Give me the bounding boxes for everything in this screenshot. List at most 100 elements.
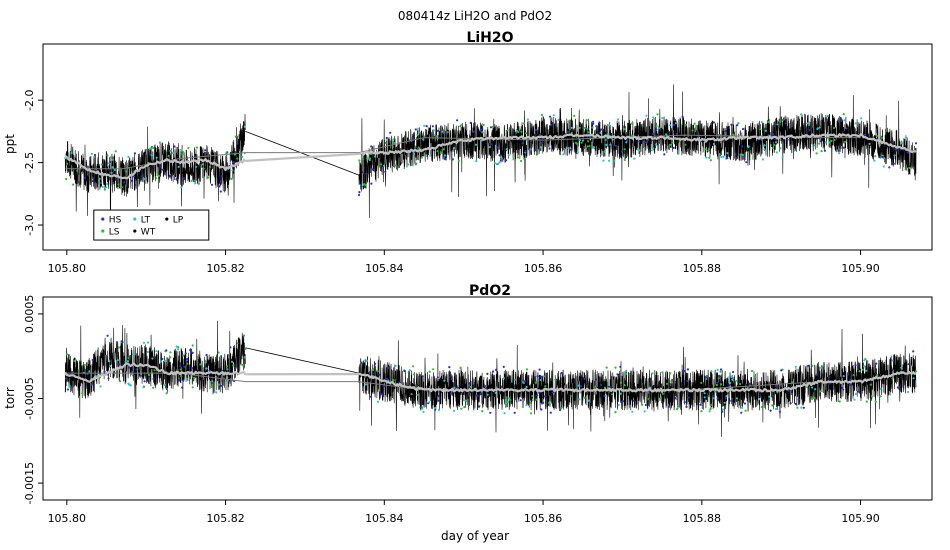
lih2o-flag-point bbox=[516, 156, 520, 159]
lih2o-flag-point bbox=[120, 186, 123, 189]
lih2o-flag-point bbox=[98, 182, 101, 185]
pdo2-flag-point bbox=[142, 341, 146, 344]
lih2o-flag-point bbox=[775, 151, 778, 154]
pdo2-flag-point bbox=[163, 383, 166, 386]
pdo2-flag-point bbox=[146, 350, 149, 354]
lih2o-flag-point bbox=[860, 117, 863, 120]
lih2o-flag-point bbox=[417, 131, 420, 134]
lih2o-flag-point bbox=[645, 141, 648, 144]
pdo2-flag-point bbox=[126, 360, 130, 363]
pdo2-flag-point bbox=[900, 366, 903, 369]
lih2o-flag-point bbox=[475, 160, 478, 163]
pdo2-flag-point bbox=[552, 391, 555, 394]
pdo2-flag-point bbox=[371, 372, 374, 375]
lih2o-flag-point bbox=[892, 162, 895, 165]
lih2o-flag-point bbox=[540, 142, 543, 145]
lih2o-flag-point bbox=[576, 151, 579, 154]
lih2o-flag-point bbox=[674, 122, 678, 125]
lih2o-flag-point bbox=[808, 129, 811, 132]
lih2o-flag-point bbox=[522, 122, 526, 125]
pdo2-flag-point bbox=[583, 396, 586, 399]
lih2o-flag-point bbox=[818, 126, 821, 129]
pdo2-flag-point bbox=[128, 383, 131, 386]
lih2o-flag-point bbox=[113, 168, 116, 172]
pdo2-flag-point bbox=[705, 374, 708, 377]
pdo2-flag-point bbox=[858, 370, 861, 373]
pdo2-flag-point bbox=[507, 400, 510, 404]
lih2o-flag-point bbox=[363, 183, 366, 186]
pdo2-flag-point bbox=[583, 377, 586, 381]
lih2o-gap-connector bbox=[245, 131, 360, 176]
legend-marker-hs bbox=[101, 217, 105, 221]
lih2o-flag-point bbox=[761, 158, 765, 161]
pdo2-flag-point bbox=[807, 364, 810, 367]
pdo2-flag-point bbox=[891, 377, 894, 380]
pdo2-flag-point bbox=[875, 362, 878, 365]
lih2o-flag-point bbox=[585, 119, 588, 122]
pdo2-flag-point bbox=[186, 358, 189, 361]
lih2o-flag-point bbox=[873, 159, 876, 162]
pdo2-flag-point bbox=[624, 370, 627, 373]
legend-box bbox=[93, 209, 210, 241]
lih2o-flag-point bbox=[745, 161, 748, 164]
pdo2-flag-point bbox=[735, 397, 739, 400]
pdo2-flag-point bbox=[631, 410, 634, 413]
pdo2-flag-point bbox=[710, 403, 713, 406]
pdo2-flag-point bbox=[387, 379, 390, 382]
pdo2-flag-point bbox=[161, 357, 164, 360]
lih2o-flag-point bbox=[620, 150, 624, 153]
lih2o-flag-point bbox=[623, 128, 626, 131]
lih2o-flag-point bbox=[366, 157, 369, 160]
pdo2-flag-point bbox=[704, 376, 707, 379]
pdo2-flag-point bbox=[180, 375, 183, 378]
lih2o-flag-point bbox=[602, 159, 605, 162]
pdo2-flag-point bbox=[721, 408, 725, 411]
legend-label-hs: HS bbox=[109, 216, 122, 226]
pdo2-flag-point bbox=[468, 382, 471, 385]
pdo2-flag-point bbox=[193, 376, 196, 379]
pdo2-flag-point bbox=[721, 410, 724, 413]
lih2o-flag-point bbox=[72, 183, 75, 186]
pdo2-flag-point bbox=[896, 386, 900, 389]
legend-label-wt: WT bbox=[141, 228, 156, 238]
lih2o-flag-point bbox=[158, 141, 161, 144]
pdo2-flag-point bbox=[91, 358, 94, 361]
pdo2-flag-point bbox=[483, 385, 486, 388]
panel-pdo2-y-axis: -0.0015 -0.0005 0.0005 bbox=[23, 295, 43, 504]
pdo2-flag-point bbox=[243, 356, 246, 359]
lih2o-flag-point bbox=[70, 151, 73, 155]
pdo2-flag-point bbox=[780, 369, 783, 372]
lih2o-x-tick-label: 105.84 bbox=[365, 262, 404, 275]
pdo2-flag-point bbox=[535, 398, 538, 401]
lih2o-flag-point bbox=[570, 126, 574, 129]
pdo2-flag-point bbox=[68, 385, 71, 388]
lih2o-flag-point bbox=[826, 115, 830, 118]
pdo2-flag-point bbox=[191, 351, 194, 354]
lih2o-flag-point bbox=[581, 139, 585, 142]
pdo2-flag-point bbox=[155, 350, 158, 353]
pdo2-flag-point bbox=[236, 342, 239, 345]
lih2o-flag-point bbox=[655, 125, 658, 128]
pdo2-flag-point bbox=[365, 359, 368, 362]
panel-lih2o-y-axis: -3.0 -2.5 -2.0 bbox=[23, 89, 43, 236]
lih2o-flag-point bbox=[103, 188, 106, 191]
lih2o-flag-point bbox=[515, 129, 519, 132]
lih2o-flag-point bbox=[781, 118, 784, 122]
lih2o-flag-point bbox=[133, 152, 136, 155]
pdo2-flag-point bbox=[492, 370, 495, 373]
pdo2-flag-point bbox=[127, 366, 131, 369]
lih2o-flag-point bbox=[497, 162, 500, 165]
panel-pdo2-plot bbox=[64, 320, 918, 437]
lih2o-flag-point bbox=[117, 183, 120, 186]
pdo2-flag-point bbox=[611, 393, 614, 396]
lih2o-flag-point bbox=[592, 122, 595, 125]
pdo2-flag-point bbox=[644, 403, 648, 407]
lih2o-flag-point bbox=[180, 186, 183, 189]
lih2o-flag-point bbox=[382, 164, 386, 167]
pdo2-flag-point bbox=[802, 406, 806, 409]
pdo2-flag-point bbox=[739, 382, 742, 386]
pdo2-flag-point bbox=[716, 397, 719, 400]
pdo2-flag-point bbox=[912, 377, 915, 380]
lih2o-flag-point bbox=[671, 141, 674, 144]
lih2o-flag-point bbox=[155, 177, 158, 180]
